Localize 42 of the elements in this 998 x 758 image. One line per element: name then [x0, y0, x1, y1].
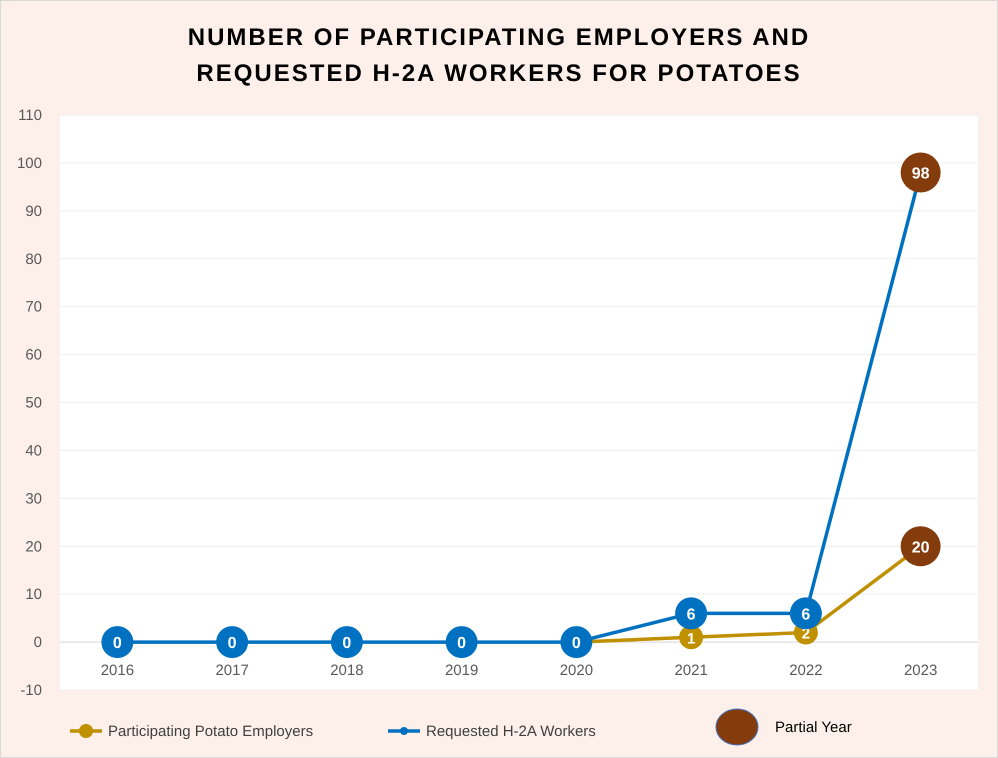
y-tick-label: 20	[25, 538, 42, 556]
y-tick-label: 80	[25, 250, 42, 268]
x-tick-label: 2019	[444, 662, 478, 680]
y-tick-label: 10	[25, 586, 42, 604]
point	[101, 626, 134, 658]
point	[446, 626, 478, 658]
data-label: 0	[112, 635, 122, 652]
data-label: 0	[342, 635, 352, 652]
text: Partial Year	[775, 719, 852, 736]
point	[790, 597, 822, 630]
y-tick-label: 50	[25, 394, 42, 412]
x-tick-label: 2022	[789, 662, 823, 680]
data-label: 6	[801, 606, 810, 624]
legend-label: Requested H-2A Workers	[426, 723, 596, 740]
x-tick-label: 2021	[674, 662, 708, 680]
y-tick-label: 0	[34, 634, 42, 652]
data-label: 0	[457, 635, 466, 652]
x-tick-label: 2018	[330, 662, 364, 680]
data-label: 6	[686, 606, 696, 624]
y-tick-label: 110	[18, 107, 42, 124]
point	[216, 626, 248, 658]
x-tick-label: 2023	[904, 662, 938, 680]
data-label: 20	[912, 539, 930, 556]
y-tick-label: 70	[25, 298, 42, 316]
point	[330, 626, 363, 658]
y-tick-label: 100	[16, 154, 42, 172]
x-tick-label: 2016	[100, 662, 134, 680]
data-label: 1	[686, 630, 696, 648]
y-tick-label: -10	[20, 682, 42, 699]
chart-title: NUMBER OF PARTICIPATING EMPLOYERS AND REQUESTED H-2A WORKERS FOR POTATOES	[188, 24, 810, 87]
x-tick-label: 2020	[560, 662, 594, 680]
data-label: 98	[912, 166, 930, 182]
x-tick-label: 2017	[215, 662, 249, 680]
point	[675, 597, 708, 630]
data-label: 0	[228, 635, 237, 652]
point	[560, 626, 592, 658]
y-tick-label: 30	[25, 490, 42, 508]
y-tick-label: 90	[25, 202, 42, 220]
data-label: 0	[572, 635, 581, 652]
y-tick-label: 40	[25, 442, 42, 460]
legend-label: Participating Potato Employers	[108, 723, 314, 740]
y-tick-label: 60	[25, 346, 42, 364]
